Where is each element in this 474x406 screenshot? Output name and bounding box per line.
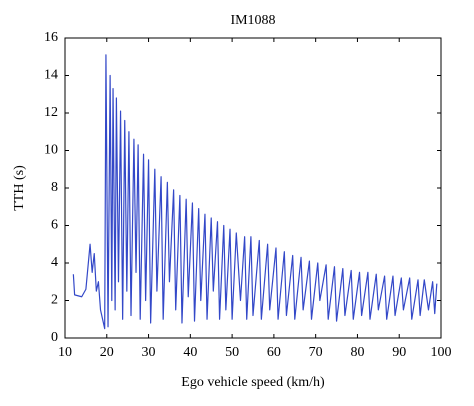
y-tick-label: 0 bbox=[51, 330, 58, 345]
x-tick-label: 50 bbox=[225, 345, 239, 360]
y-tick-label: 16 bbox=[44, 30, 58, 45]
x-tick-label: 20 bbox=[100, 345, 114, 360]
x-tick-label: 80 bbox=[350, 345, 364, 360]
x-tick-label: 60 bbox=[267, 345, 281, 360]
x-tick-label: 40 bbox=[183, 345, 197, 360]
y-axis-label: TTH (s) bbox=[12, 165, 27, 211]
y-tick-label: 2 bbox=[51, 293, 58, 308]
x-tick-label: 10 bbox=[58, 345, 72, 360]
chart-title: IM1088 bbox=[230, 13, 275, 28]
x-tick-label: 70 bbox=[309, 345, 323, 360]
y-tick-label: 14 bbox=[44, 68, 58, 83]
y-tick-label: 4 bbox=[51, 255, 58, 270]
x-tick-label: 100 bbox=[431, 345, 452, 360]
data-line bbox=[72, 54, 438, 330]
y-tick-label: 12 bbox=[44, 105, 58, 120]
x-tick-label: 90 bbox=[392, 345, 406, 360]
y-tick-label: 10 bbox=[44, 143, 58, 158]
y-tick-label: 8 bbox=[51, 180, 58, 195]
y-tick-label: 6 bbox=[51, 218, 58, 233]
x-axis-label: Ego vehicle speed (km/h) bbox=[181, 375, 325, 390]
x-tick-label: 30 bbox=[142, 345, 156, 360]
